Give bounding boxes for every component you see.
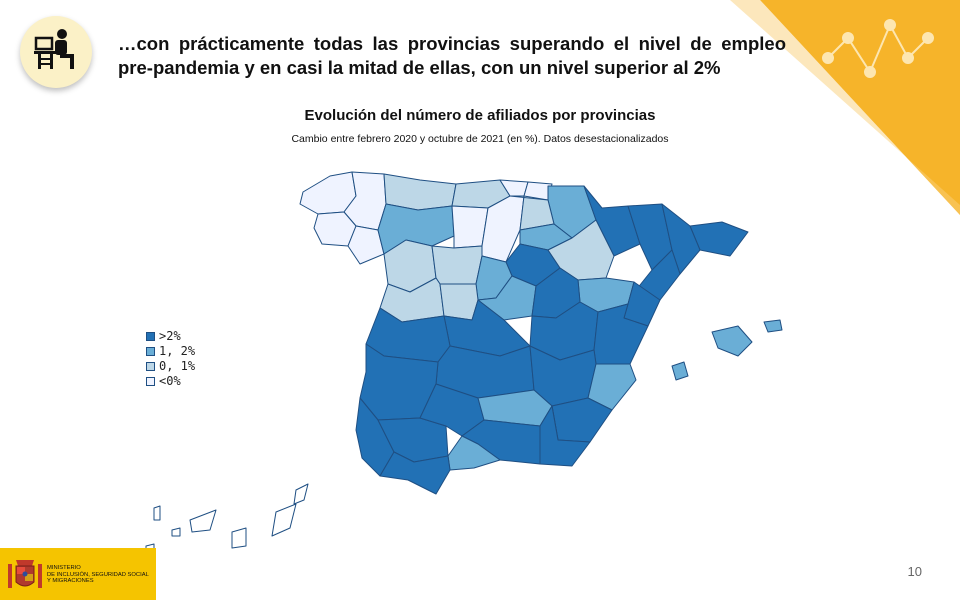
canarias-la-gomera bbox=[171, 527, 181, 537]
map-subtitle: Cambio entre febrero 2020 y octubre de 2… bbox=[291, 133, 669, 145]
ministry-name-line: de Inclusión, Seguridad Social bbox=[47, 571, 149, 578]
province-barcelona bbox=[661, 203, 701, 275]
slide-headline: …con prácticamente todas las provincias … bbox=[118, 33, 786, 78]
corner-accent bbox=[730, 0, 960, 215]
person-icon-badge bbox=[20, 16, 92, 88]
province-baleares-ibiza bbox=[671, 361, 689, 381]
canarias-la-palma bbox=[153, 505, 161, 521]
network-dots-icon bbox=[822, 19, 934, 78]
ministry-logo: Ministerio de Inclusión, Seguridad Socia… bbox=[0, 548, 156, 600]
legend-swatch bbox=[146, 332, 155, 341]
province-alicante bbox=[587, 363, 637, 411]
legend-item: >2% bbox=[146, 329, 195, 344]
ministry-name-line: y Migraciones bbox=[47, 578, 94, 585]
canarias-lanzarote bbox=[293, 483, 309, 505]
province-asturias bbox=[383, 173, 457, 211]
province-avila bbox=[439, 283, 479, 321]
spain-provinces-map bbox=[145, 171, 783, 553]
map-title: Evolución del número de afiliados por pr… bbox=[304, 107, 656, 124]
ministry-name-line: Ministerio bbox=[47, 565, 81, 571]
canarias-tenerife bbox=[189, 509, 217, 533]
legend-swatch bbox=[146, 377, 155, 386]
legend-item: <0% bbox=[146, 374, 195, 389]
canarias-gran-canaria bbox=[231, 527, 247, 549]
legend-swatch bbox=[146, 347, 155, 356]
province-valladolid bbox=[431, 245, 483, 285]
canarias-fuerteventura bbox=[271, 503, 297, 537]
province-cadiz bbox=[379, 451, 451, 495]
province-almeria bbox=[539, 405, 591, 467]
coat-of-arms-icon bbox=[8, 560, 42, 588]
page-number: 10 bbox=[907, 564, 922, 579]
legend-label: >2% bbox=[159, 329, 181, 343]
ministry-name: Ministerio de Inclusión, Seguridad Socia… bbox=[47, 565, 149, 585]
legend-swatch bbox=[146, 362, 155, 371]
person-at-desk-icon bbox=[34, 29, 74, 69]
province-baleares-mallorca bbox=[711, 325, 753, 357]
legend-label: 1, 2% bbox=[159, 344, 196, 358]
province-baleares-menorca bbox=[763, 319, 783, 333]
legend-label: <0% bbox=[159, 374, 181, 388]
province-ourense bbox=[347, 225, 385, 265]
map-legend: >2% 1, 2% 0, 1% <0% bbox=[146, 329, 195, 389]
legend-item: 1, 2% bbox=[146, 344, 195, 359]
legend-item: 0, 1% bbox=[146, 359, 195, 374]
legend-label: 0, 1% bbox=[159, 359, 196, 373]
